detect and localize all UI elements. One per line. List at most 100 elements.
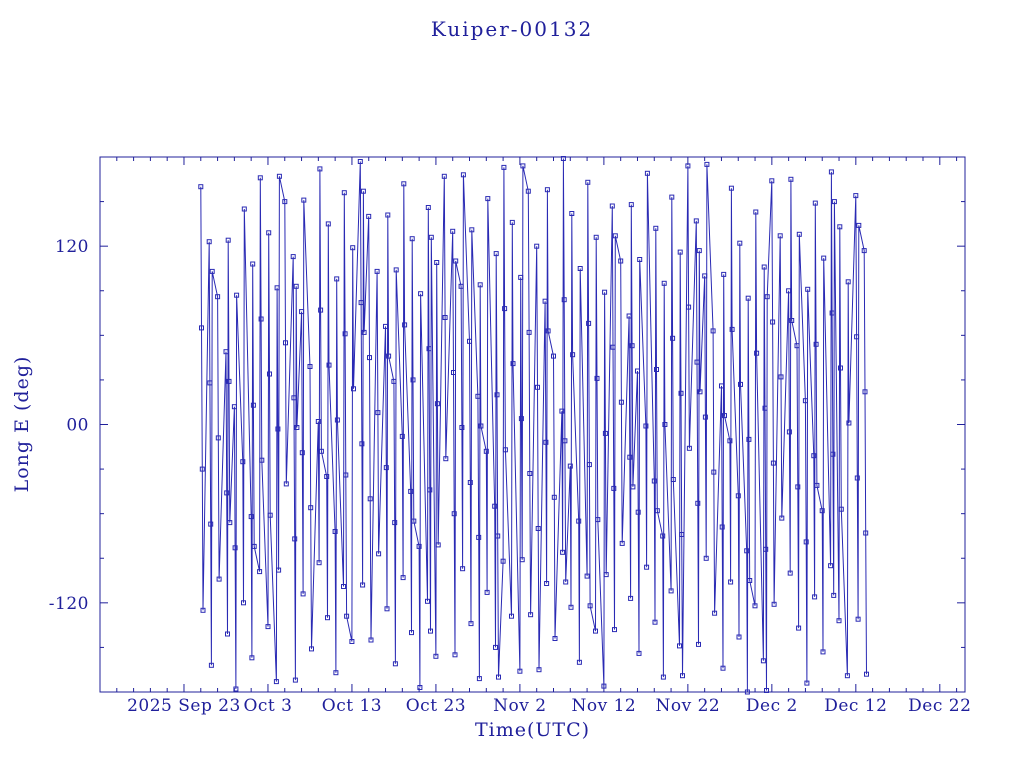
data-point-marker: [308, 505, 314, 511]
data-point-marker: [845, 279, 851, 285]
data-point-marker: [719, 524, 725, 530]
data-point-marker: [804, 680, 810, 686]
data-point-marker: [215, 435, 221, 441]
data-point-marker: [392, 661, 398, 667]
axis-ticks: [99, 157, 965, 692]
data-point-marker: [350, 245, 356, 251]
data-point-marker: [517, 668, 523, 674]
data-point-marker: [386, 353, 392, 359]
data-point-marker: [764, 294, 770, 300]
data-point-marker: [535, 384, 540, 390]
data-point-marker: [610, 344, 616, 350]
data-point-marker: [409, 630, 414, 636]
data-point-marker: [509, 613, 514, 619]
data-point-marker: [341, 190, 347, 196]
data-point-marker: [746, 436, 752, 442]
data-point-marker: [679, 532, 685, 537]
data-point-marker: [560, 156, 566, 161]
data-point-marker: [626, 313, 632, 319]
data-point-marker: [427, 487, 433, 493]
data-point-marker: [360, 188, 366, 194]
data-point-marker: [652, 619, 658, 625]
data-point-marker: [536, 667, 542, 673]
data-point-marker: [359, 441, 365, 447]
data-point-marker: [567, 463, 573, 469]
data-point-marker: [483, 448, 489, 454]
data-point-marker: [259, 457, 265, 463]
data-point-marker: [678, 390, 684, 396]
data-point-marker: [458, 283, 464, 289]
data-point-marker: [525, 188, 531, 194]
data-point-marker: [570, 352, 576, 358]
data-point-marker: [844, 673, 850, 679]
data-point-marker: [425, 598, 430, 604]
data-point-marker: [299, 450, 305, 456]
data-point-marker: [425, 205, 431, 210]
data-point-marker: [744, 689, 750, 695]
x-tick-label: Dec 2: [746, 696, 798, 716]
data-point-marker: [294, 425, 300, 430]
data-point-marker: [551, 494, 557, 500]
data-point-marker: [654, 508, 660, 514]
data-point-marker: [375, 410, 381, 416]
data-point-marker: [711, 469, 717, 475]
data-point-marker: [334, 276, 340, 282]
x-tick-label: Nov 22: [655, 696, 720, 716]
data-point-marker: [200, 607, 206, 613]
data-point-marker: [441, 173, 447, 179]
data-point-marker: [216, 576, 222, 582]
data-point-marker: [728, 185, 734, 191]
data-point-marker: [618, 258, 624, 264]
x-tick-label: Nov 2: [493, 696, 546, 716]
data-point-marker: [469, 227, 475, 233]
data-point-marker: [334, 417, 340, 423]
data-point-marker: [199, 325, 204, 331]
data-point-marker: [628, 202, 634, 208]
data-point-marker: [764, 688, 769, 693]
data-point-marker: [601, 683, 607, 689]
x-tick-label: Dec 12: [824, 696, 887, 716]
data-point-marker: [612, 627, 617, 633]
data-point-marker: [728, 579, 734, 585]
data-point-marker: [694, 359, 700, 365]
data-point-marker: [209, 268, 215, 274]
data-point-marker: [544, 581, 550, 586]
data-point-marker: [778, 374, 784, 380]
data-point-marker: [366, 213, 372, 219]
data-point-marker: [496, 674, 501, 680]
data-point-marker: [267, 371, 272, 377]
data-point-marker: [208, 521, 214, 527]
data-point-marker: [795, 484, 801, 490]
data-point-marker: [685, 163, 691, 169]
x-tick-label: Oct 23: [406, 696, 466, 716]
data-point-marker: [618, 399, 624, 405]
data-point-marker: [668, 588, 674, 594]
data-point-marker: [518, 416, 524, 422]
data-point-marker: [769, 178, 775, 184]
data-point-marker: [777, 233, 783, 239]
data-point-marker: [361, 329, 367, 335]
data-point-marker: [467, 480, 473, 485]
data-point-marker: [828, 563, 834, 569]
data-point-marker: [736, 634, 742, 640]
data-point-marker: [770, 460, 776, 466]
data-point-marker: [442, 315, 448, 320]
data-point-marker: [326, 362, 332, 368]
data-point-marker: [696, 248, 702, 254]
data-point-marker: [282, 199, 288, 205]
y-tick-label: 00: [66, 416, 89, 436]
data-point-marker: [752, 603, 758, 609]
data-point-marker: [702, 414, 708, 420]
data-point-marker: [719, 383, 724, 389]
data-point-marker: [343, 472, 349, 478]
data-point-marker: [226, 378, 232, 384]
data-point-marker: [661, 280, 667, 286]
data-point-marker: [864, 671, 869, 677]
data-point-marker: [829, 310, 835, 316]
data-point-marker: [737, 240, 743, 246]
data-point-marker: [392, 520, 398, 526]
data-point-marker: [819, 508, 825, 514]
data-point-marker: [207, 380, 213, 386]
